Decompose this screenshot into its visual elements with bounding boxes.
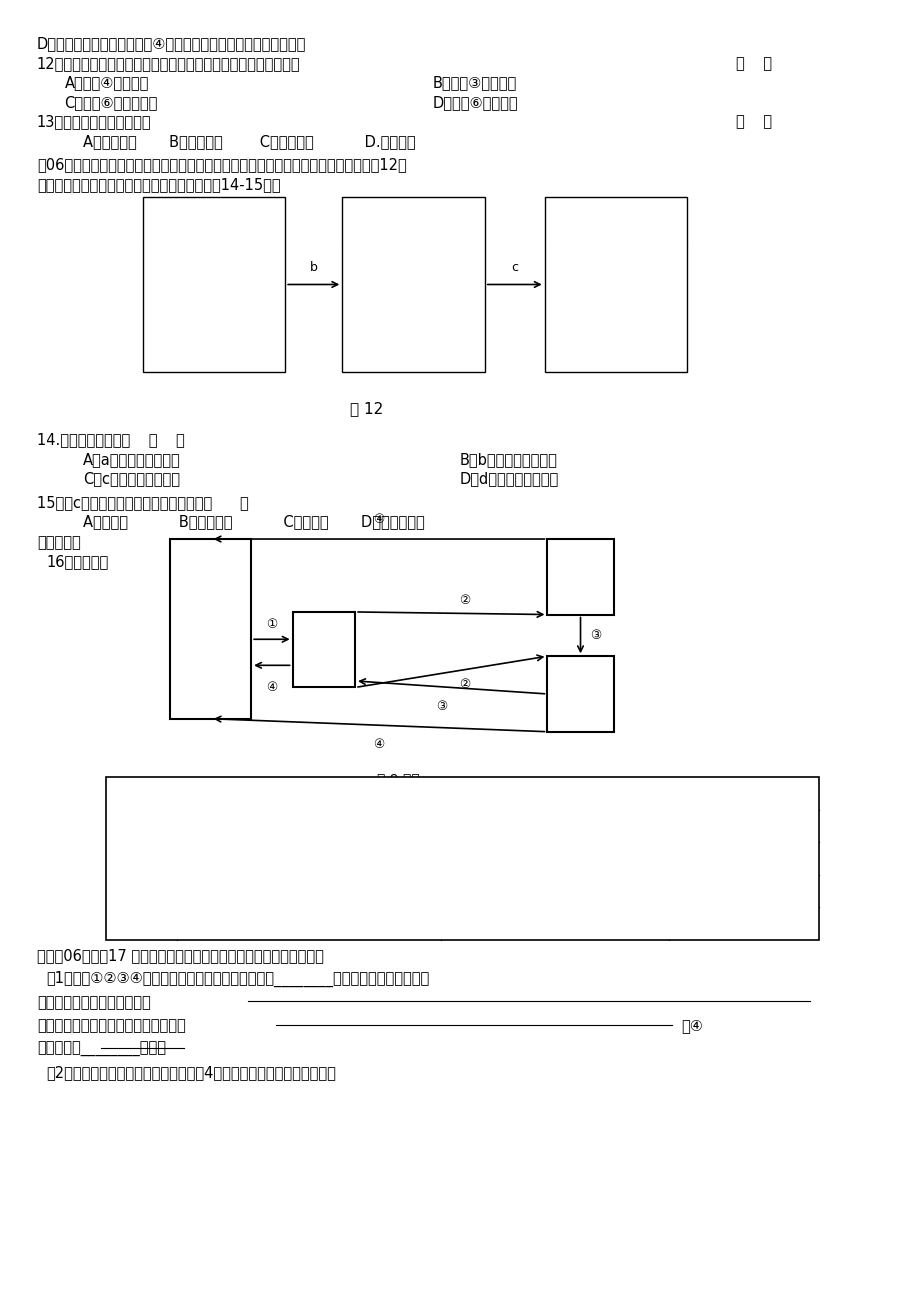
Text: 岩: 岩 <box>205 607 216 625</box>
Text: 见到背斜成谷现象，其原因是: 见到背斜成谷现象，其原因是 <box>37 995 151 1010</box>
Text: （    ）: （ ） <box>735 115 771 130</box>
Text: 甲: 甲 <box>319 642 328 658</box>
Text: A．地层④形成之前: A．地层④形成之前 <box>64 76 149 91</box>
Text: 地质作用: 地质作用 <box>538 786 571 801</box>
Bar <box>170 539 251 719</box>
Text: 15．在c过程中，可能发生的地理现象有（      ）: 15．在c过程中，可能发生的地理现象有（ ） <box>37 495 248 510</box>
Text: ②: ② <box>459 594 471 607</box>
Text: 乙: 乙 <box>575 569 584 585</box>
Text: 号码: 号码 <box>133 786 150 801</box>
Text: 12．如果该地只发生过一次岩浆活动，则岩浆活动的时间可能是在: 12．如果该地只发生过一次岩浆活动，则岩浆活动的时间可能是在 <box>37 56 301 72</box>
Text: 风力侵蚀→沙丘: 风力侵蚀→沙丘 <box>150 305 193 315</box>
Text: ③: ③ <box>436 700 448 713</box>
Text: 13．内力作用的表现形式是: 13．内力作用的表现形式是 <box>37 115 152 130</box>
Text: （06江苏）蒙古高原、黄土高原和华北平原因外力作用在和成图上具有一定的联系。图12中: （06江苏）蒙古高原、黄土高原和华北平原因外力作用在和成图上具有一定的联系。图1… <box>37 158 406 173</box>
Text: D．受板块运动的影响，地层④形成后深入大陆板块下部，燔化消亡: D．受板块运动的影响，地层④形成后深入大陆板块下部，燔化消亡 <box>37 36 306 52</box>
Text: ⑦: ⑦ <box>135 884 148 898</box>
Text: ④: ④ <box>373 513 384 526</box>
Bar <box>342 197 484 372</box>
Text: 14.下列叙述正确的是    （    ）: 14.下列叙述正确的是 （ ） <box>37 432 185 448</box>
Text: ②: ② <box>459 678 471 691</box>
Text: 河口三角洲: 河口三角洲 <box>619 246 646 254</box>
Text: 丙: 丙 <box>575 686 584 702</box>
Bar <box>544 197 686 372</box>
Text: a →搬运沉积: a →搬运沉积 <box>150 259 190 270</box>
Text: A．岩浆活动       B．变质作用        C．侵蚀作用           D.搔运作用: A．岩浆活动 B．变质作用 C．侵蚀作用 D.搔运作用 <box>83 134 415 150</box>
Text: 风力侵蚀→黄土堆: 风力侵蚀→黄土堆 <box>346 259 396 270</box>
Text: A．沙尘暴           B．水土流失           C．泥石流       D．土地荒漠化: A．沙尘暴 B．水土流失 C．泥石流 D．土地荒漠化 <box>83 514 424 530</box>
Bar <box>547 539 613 615</box>
Text: 第 9 题图: 第 9 题图 <box>377 772 419 786</box>
Text: ④: ④ <box>135 917 148 931</box>
Text: C．地层⑥形成的同时: C．地层⑥形成的同时 <box>64 95 157 111</box>
Text: 图 12: 图 12 <box>349 401 382 417</box>
Text: 处的地形属________山地。: 处的地形属________山地。 <box>37 1042 165 1057</box>
Bar <box>106 777 818 940</box>
Text: b: b <box>310 262 317 275</box>
Text: 流水侵蚀→黄土沟谷: 流水侵蚀→黄土沟谷 <box>346 305 402 315</box>
Text: 冲积扇: 冲积扇 <box>619 305 636 312</box>
Text: ①: ① <box>135 819 148 833</box>
Text: D．d表示流水搔运作用: D．d表示流水搔运作用 <box>460 471 559 487</box>
Text: B．地层③形成之前: B．地层③形成之前 <box>432 76 516 91</box>
Text: （    ）: （ ） <box>735 56 771 72</box>
Text: 蒙古高原: 蒙古高原 <box>199 228 228 241</box>
Text: ③: ③ <box>589 629 600 642</box>
Text: 三．综合题: 三．综合题 <box>37 535 81 551</box>
Text: ①: ① <box>266 618 278 631</box>
Text: B．b表示风力搔运作用: B．b表示风力搔运作用 <box>460 452 557 467</box>
Text: （1）图中①②③④四处，在地质构造上属于背斜的是________。在野外考察中，有时会: （1）图中①②③④四处，在地质构造上属于背斜的是________。在野外考察中，… <box>46 971 429 987</box>
Text: 浆: 浆 <box>205 646 216 664</box>
Text: c: c <box>511 262 517 275</box>
Bar <box>142 197 285 372</box>
Text: 根据地层的相互关系确定背斜的方法是: 根据地层的相互关系确定背斜的方法是 <box>37 1018 186 1034</box>
Text: d: d <box>549 259 555 270</box>
Text: 各字母表示不同的主导外力作用类型，读图回筄14-15题。: 各字母表示不同的主导外力作用类型，读图回筄14-15题。 <box>37 177 280 193</box>
Text: ④: ④ <box>266 681 278 694</box>
Text: 原物质: 原物质 <box>296 786 322 801</box>
Bar <box>292 612 355 687</box>
Text: D．地层⑥形成之前: D．地层⑥形成之前 <box>432 95 517 111</box>
Text: ④: ④ <box>373 738 384 751</box>
Text: 16．读图填表: 16．读图填表 <box>46 555 108 570</box>
Bar <box>547 656 613 732</box>
Text: A．a表示风力侵蚀作用: A．a表示风力侵蚀作用 <box>83 452 180 467</box>
Text: C．c表示流水溶蚀作用: C．c表示流水溶蚀作用 <box>83 471 179 487</box>
Text: （2）图中地垒两侧断层的细短线上标注4个箔头，表示岩层错动的方向。: （2）图中地垒两侧断层的细短线上标注4个箔头，表示岩层错动的方向。 <box>46 1065 335 1081</box>
Text: ②: ② <box>135 852 148 866</box>
Text: 生成物质: 生成物质 <box>726 786 760 801</box>
Text: 黄土高原: 黄土高原 <box>399 228 427 241</box>
Text: （上海06高考）17 读「某地区地质构造剖面示意图」，并回答问题。: （上海06高考）17 读「某地区地质构造剖面示意图」，并回答问题。 <box>37 948 323 963</box>
Text: 华北平原: 华北平原 <box>601 228 630 241</box>
Text: 。④: 。④ <box>680 1018 702 1034</box>
